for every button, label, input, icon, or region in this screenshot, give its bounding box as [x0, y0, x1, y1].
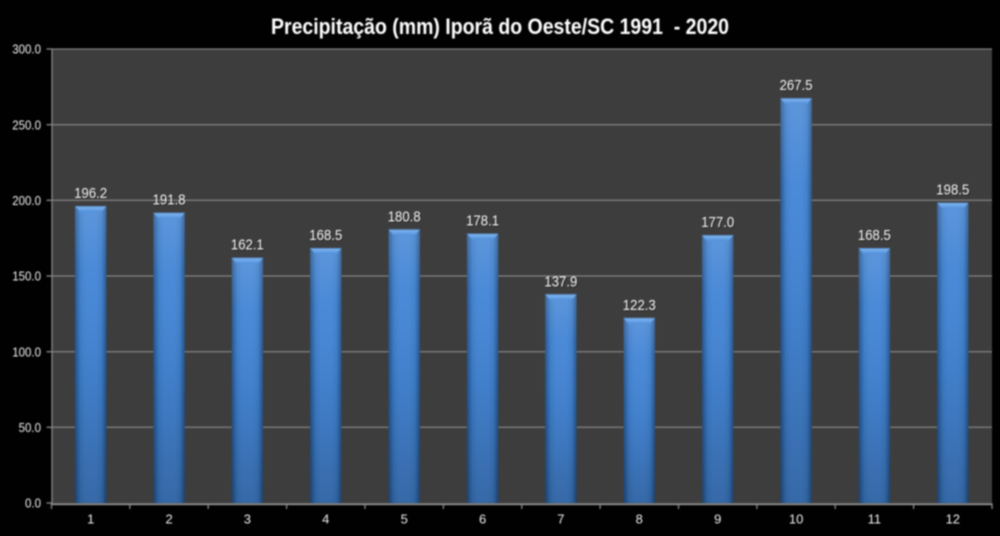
svg-text:177.0: 177.0 [701, 214, 734, 231]
svg-text:168.5: 168.5 [858, 227, 891, 244]
svg-text:162.1: 162.1 [231, 237, 264, 254]
svg-text:267.5: 267.5 [780, 77, 813, 94]
svg-text:300.0: 300.0 [12, 42, 41, 57]
svg-text:11: 11 [868, 511, 882, 526]
svg-text:4: 4 [322, 511, 329, 526]
svg-text:2: 2 [165, 511, 172, 526]
svg-text:180.8: 180.8 [388, 208, 421, 225]
svg-text:168.5: 168.5 [310, 228, 343, 245]
svg-text:191.8: 191.8 [153, 192, 186, 209]
svg-text:0.0: 0.0 [25, 496, 41, 511]
svg-text:178.1: 178.1 [467, 214, 500, 231]
svg-text:191.8: 191.8 [154, 193, 187, 210]
svg-text:Precipitação (mm) Iporã do Oes: Precipitação (mm) Iporã do Oeste/SC 1991… [271, 14, 729, 39]
svg-text:168.5: 168.5 [309, 227, 342, 244]
svg-text:196.2: 196.2 [74, 185, 107, 202]
svg-text:180.8: 180.8 [389, 209, 422, 226]
svg-text:137.9: 137.9 [545, 274, 578, 291]
svg-text:10: 10 [789, 511, 803, 526]
svg-text:6: 6 [479, 511, 486, 526]
svg-text:3: 3 [244, 511, 251, 526]
svg-text:7: 7 [557, 511, 564, 526]
svg-text:100.0: 100.0 [12, 344, 41, 359]
svg-text:250.0: 250.0 [12, 117, 41, 132]
svg-text:198.5: 198.5 [936, 182, 969, 199]
svg-text:150.0: 150.0 [12, 269, 41, 284]
svg-text:137.9: 137.9 [544, 273, 577, 290]
svg-text:196.2: 196.2 [75, 186, 108, 203]
svg-text:9: 9 [714, 511, 721, 526]
svg-text:12: 12 [946, 511, 960, 526]
svg-text:198.5: 198.5 [937, 183, 970, 200]
svg-text:1: 1 [87, 511, 94, 526]
svg-text:122.3: 122.3 [623, 297, 656, 314]
svg-text:200.0: 200.0 [12, 193, 41, 208]
svg-text:5: 5 [401, 511, 408, 526]
svg-text:162.1: 162.1 [232, 238, 265, 255]
svg-text:267.5: 267.5 [781, 78, 814, 95]
svg-text:178.1: 178.1 [466, 213, 499, 230]
svg-text:122.3: 122.3 [624, 298, 657, 315]
svg-text:50.0: 50.0 [19, 420, 41, 435]
svg-text:168.5: 168.5 [859, 228, 892, 245]
svg-text:8: 8 [636, 511, 643, 526]
svg-text:177.0: 177.0 [702, 215, 735, 232]
